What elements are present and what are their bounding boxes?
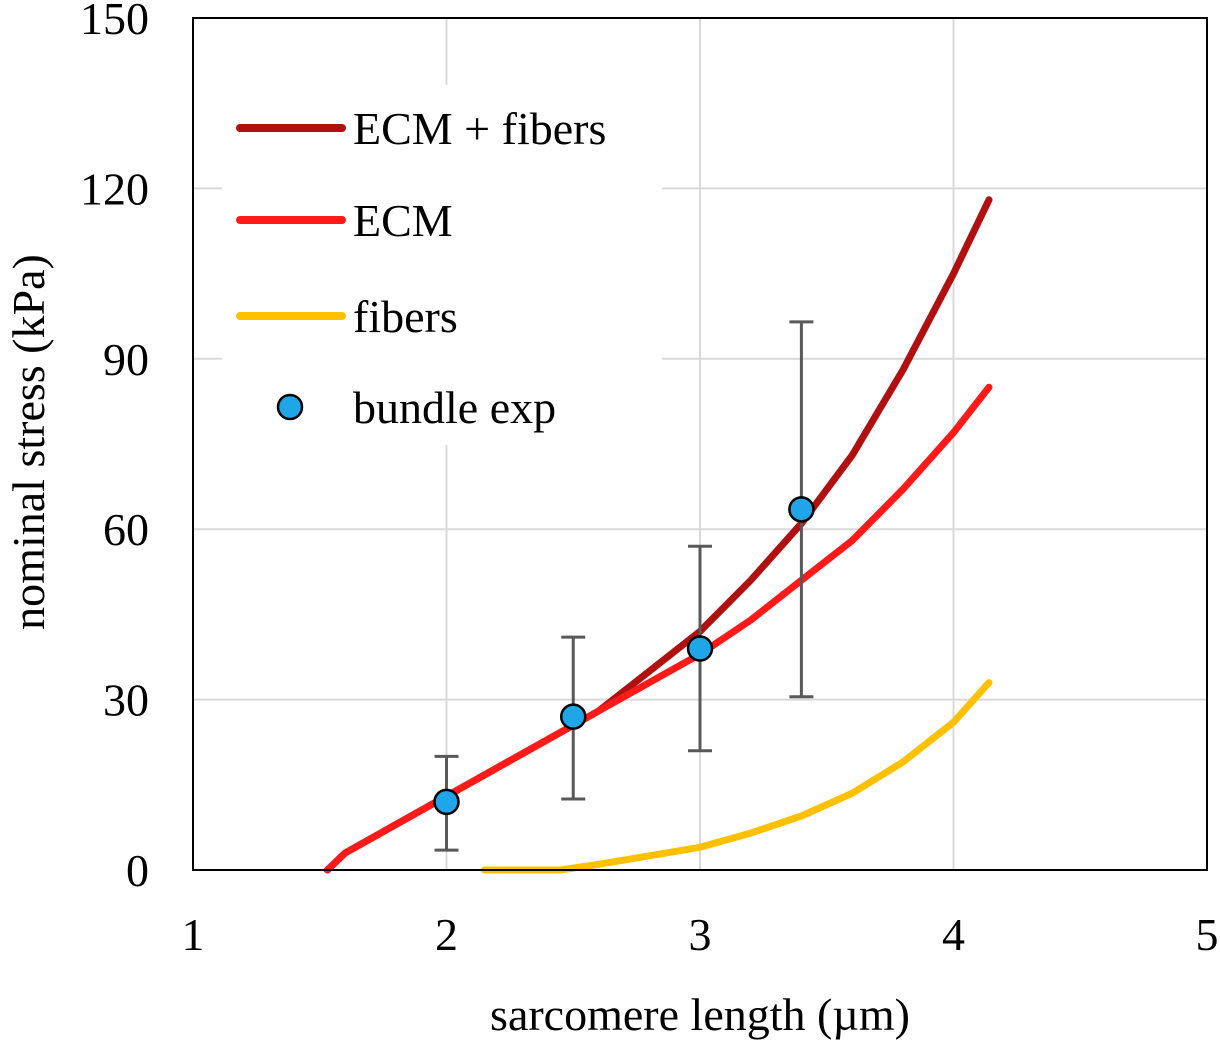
- data-point: [686, 635, 714, 662]
- plot-frame: [192, 17, 1208, 871]
- data-point: [433, 788, 460, 816]
- y-tick-label: 150: [80, 0, 149, 44]
- legend-box: [222, 85, 662, 445]
- legend-item-ecm-fibers: ECM + fibers: [236, 103, 606, 154]
- x-axis-label: sarcomere length (µm): [490, 989, 910, 1040]
- legend-swatch: [276, 393, 304, 421]
- x-tick-label: 1: [182, 909, 205, 960]
- y-tick-label: 120: [80, 163, 149, 214]
- legend-item-fibers: fibers: [236, 291, 458, 342]
- y-tick-label: 30: [103, 675, 149, 726]
- x-tick-label: 5: [1196, 909, 1219, 960]
- legend-background: [222, 85, 662, 445]
- y-tick-label: 0: [126, 845, 149, 896]
- x-tick-label: 4: [942, 909, 965, 960]
- data-point: [788, 496, 815, 523]
- legend: ECM + fibers ECM fibers bundle exp: [236, 103, 606, 433]
- legend-label: ECM + fibers: [353, 103, 606, 154]
- legend-item-bundle-exp: bundle exp: [276, 382, 556, 433]
- x-tick-label: 2: [435, 909, 458, 960]
- y-tick-label: 90: [103, 334, 149, 385]
- legend-item-ecm: ECM: [236, 195, 453, 246]
- series-line-fibers: [481, 679, 993, 874]
- legend-label: ECM: [353, 195, 453, 246]
- series-line-ecm: [323, 383, 993, 874]
- y-tick-label: 60: [103, 504, 149, 555]
- tick-labels: 1 2 3 4 5 0 30 60 90 120 150: [80, 0, 1219, 960]
- legend-label: fibers: [353, 291, 458, 342]
- x-tick-label: 3: [689, 909, 712, 960]
- data-point: [560, 703, 587, 730]
- y-axis-label: nominal stress (kPa): [3, 254, 54, 630]
- legend-label: bundle exp: [353, 382, 556, 433]
